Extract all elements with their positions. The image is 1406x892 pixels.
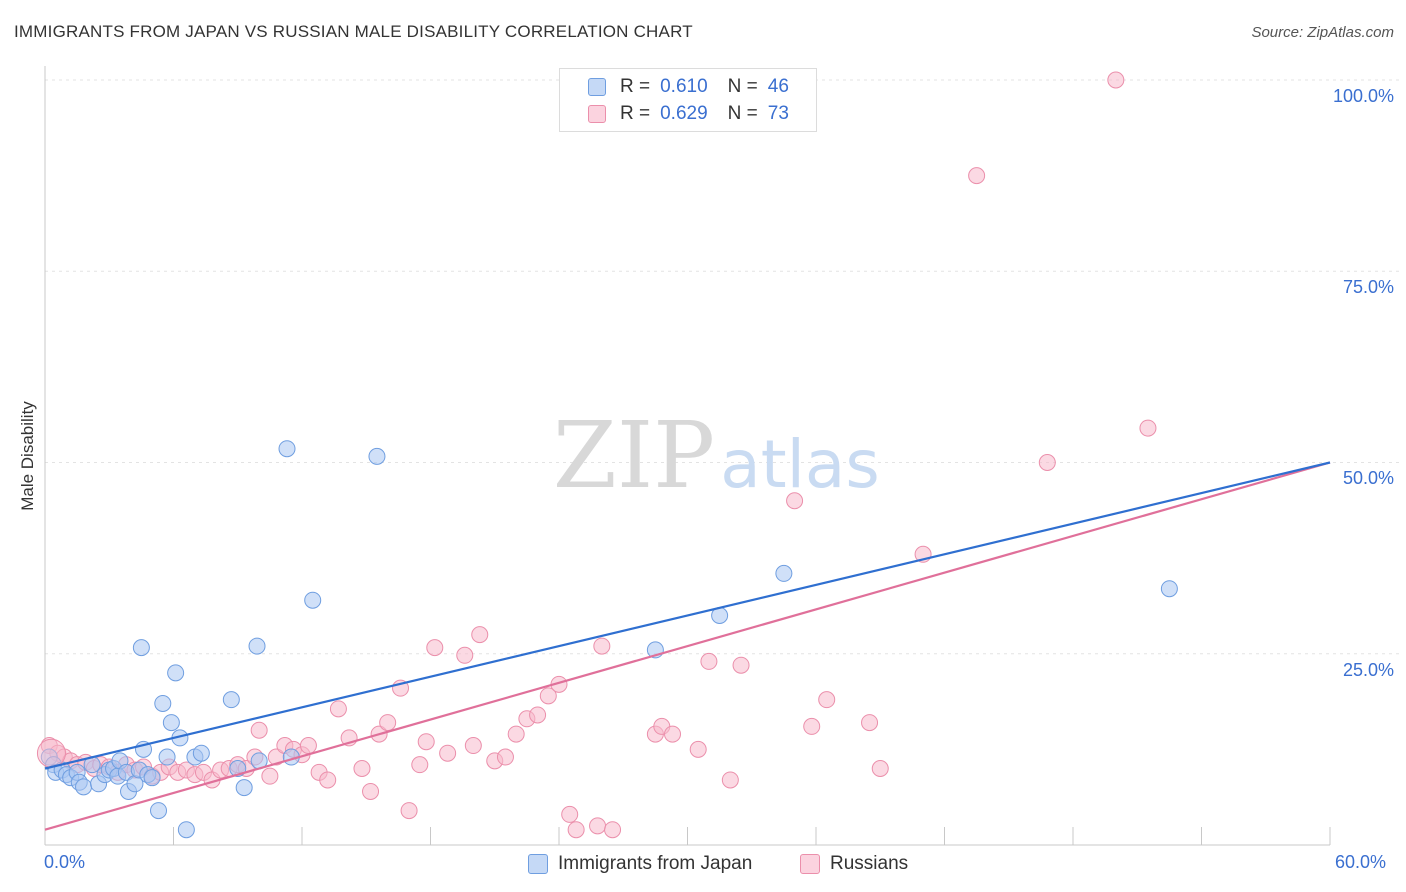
russian-point bbox=[700, 652, 718, 670]
watermark-zip: ZIP bbox=[553, 402, 715, 509]
legend-r-label: R = bbox=[620, 76, 651, 97]
japan-point bbox=[132, 639, 150, 657]
legend-row-japan: R = 0.610 N = 46 bbox=[588, 75, 789, 99]
japan-point bbox=[158, 748, 176, 766]
bottom-legend-japan: Immigrants from Japan bbox=[528, 852, 752, 876]
japan-point bbox=[235, 779, 253, 797]
russian-point bbox=[379, 714, 397, 732]
y-tick-label: 75.0% bbox=[1342, 277, 1394, 297]
russian-swatch bbox=[588, 105, 606, 123]
legend-n-label: N = bbox=[727, 103, 758, 124]
russian-point bbox=[496, 748, 514, 766]
grid-lines bbox=[45, 79, 1400, 655]
trend-lines bbox=[44, 461, 1331, 831]
russian-point bbox=[567, 821, 585, 839]
russian-point bbox=[471, 626, 489, 644]
legend-r-label: R = bbox=[620, 103, 651, 124]
russian-point bbox=[786, 492, 804, 510]
russian-point bbox=[411, 756, 429, 774]
russian-trend-line bbox=[44, 461, 1331, 831]
legend-r-value: 0.629 bbox=[660, 103, 708, 124]
russian-point bbox=[604, 821, 622, 839]
russian-point bbox=[439, 744, 457, 762]
japan-point bbox=[304, 591, 322, 609]
watermark: ZIP atlas bbox=[553, 402, 880, 509]
russian-point bbox=[1107, 71, 1125, 89]
russian-point bbox=[400, 802, 418, 820]
japan-point bbox=[278, 440, 296, 458]
japan-point bbox=[75, 778, 93, 796]
japan-trend-line bbox=[44, 461, 1331, 770]
russian-point bbox=[426, 639, 444, 657]
x-tick-label-min: 0.0% bbox=[44, 852, 86, 872]
japan-point bbox=[177, 821, 195, 839]
legend-n-label: N = bbox=[727, 76, 758, 97]
russian-point bbox=[1038, 454, 1056, 471]
russian-point bbox=[417, 733, 435, 751]
russian-point bbox=[664, 725, 682, 743]
russian-point bbox=[507, 725, 525, 743]
russian-point bbox=[36, 738, 66, 768]
japan-point bbox=[222, 691, 240, 709]
japan-point bbox=[192, 744, 210, 762]
japan-point bbox=[1160, 580, 1178, 598]
axes bbox=[44, 66, 1331, 846]
japan-swatch bbox=[588, 78, 606, 96]
russian-point bbox=[353, 760, 371, 777]
russian-point bbox=[329, 700, 347, 718]
russian-point bbox=[593, 637, 611, 655]
russian-point bbox=[861, 714, 879, 732]
y-tick-label: 100.0% bbox=[1332, 86, 1394, 106]
legend-n-value: 73 bbox=[767, 103, 789, 124]
russian-point bbox=[871, 760, 889, 777]
y-tick-label: 50.0% bbox=[1342, 468, 1394, 488]
russian-legend-label: Russians bbox=[830, 853, 909, 874]
x-tick-label-max: 60.0% bbox=[1335, 852, 1387, 872]
bottom-legend-russians: Russians bbox=[800, 852, 908, 876]
russian-point bbox=[456, 646, 474, 664]
russian-point bbox=[464, 737, 482, 755]
japan-point bbox=[162, 714, 180, 732]
russian-point bbox=[968, 167, 986, 185]
russian-point bbox=[689, 740, 707, 758]
legend-row-russians: R = 0.629 N = 73 bbox=[588, 102, 789, 126]
russian-point bbox=[299, 737, 317, 755]
russian-point bbox=[261, 767, 279, 785]
russian-point bbox=[803, 717, 821, 735]
russian-legend-swatch bbox=[800, 854, 820, 874]
y-tick-label: 25.0% bbox=[1342, 660, 1394, 680]
russian-point bbox=[319, 771, 337, 789]
russian-point bbox=[721, 771, 739, 789]
japan-point bbox=[150, 802, 168, 820]
japan-point bbox=[368, 447, 386, 465]
chart-title: IMMIGRANTS FROM JAPAN VS RUSSIAN MALE DI… bbox=[14, 22, 693, 41]
russian-point bbox=[732, 656, 750, 674]
russian-point bbox=[529, 706, 547, 724]
watermark-atlas: atlas bbox=[720, 426, 880, 503]
japan-legend-swatch bbox=[528, 854, 548, 874]
russian-point bbox=[539, 687, 557, 705]
correlation-legend: R = 0.610 N = 46 R = 0.629 N = 73 bbox=[559, 68, 817, 132]
japan-legend-label: Immigrants from Japan bbox=[558, 853, 753, 874]
japan-point bbox=[248, 637, 266, 655]
japan-point bbox=[775, 564, 793, 582]
russian-point bbox=[1139, 419, 1157, 437]
russian-point bbox=[818, 691, 836, 709]
japan-point bbox=[154, 694, 172, 712]
legend-n-value: 46 bbox=[767, 76, 789, 97]
legend-r-value: 0.610 bbox=[660, 76, 708, 97]
data-points bbox=[36, 71, 1178, 839]
chart-source: Source: ZipAtlas.com bbox=[1251, 24, 1394, 41]
russian-point bbox=[362, 782, 380, 800]
japan-point bbox=[167, 664, 185, 682]
russian-point bbox=[589, 817, 607, 835]
russian-point bbox=[250, 721, 268, 739]
russian-point bbox=[561, 805, 579, 823]
japan-point bbox=[143, 769, 161, 787]
